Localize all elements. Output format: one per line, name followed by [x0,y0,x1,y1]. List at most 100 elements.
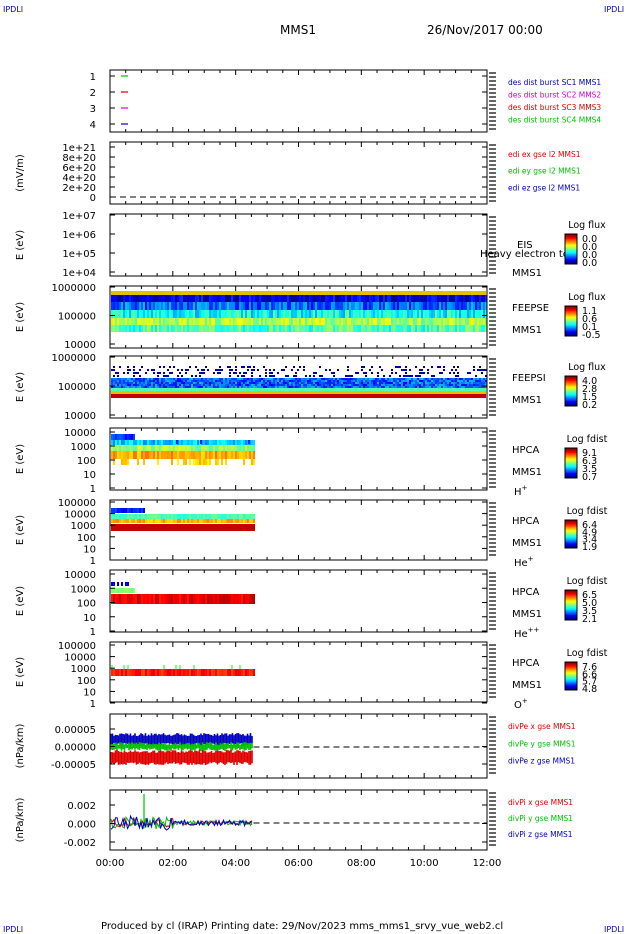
spectrogram-cell [243,366,245,368]
spectrogram-cell [211,524,213,531]
spectrogram-cell [279,378,281,380]
spectrogram-cell [176,440,178,444]
spectrogram-cell [405,386,407,388]
spectrogram-cell [125,514,127,519]
corner-label-tr: IPDLI [604,5,624,14]
spectrogram-cell [341,382,343,384]
spectrogram-cell [215,451,217,459]
spectrogram-cell [365,295,367,302]
spectrogram-cell [229,524,231,531]
spectrogram-cell [397,302,399,310]
spectrogram-cell [219,594,221,604]
spectrogram-cell [143,519,145,523]
spectrogram-cell [133,380,135,382]
spectrogram-cell [245,378,247,380]
spectrogram-cell [129,451,131,459]
spectrogram-cell [321,302,323,310]
spectrogram-cell [485,325,487,332]
spectrogram-cell [207,669,209,676]
colorbar-cell [565,475,577,478]
spectrogram-cell [449,386,451,388]
spectrogram-cell [311,325,313,332]
spectrogram-cell [353,310,355,318]
spectrogram-cell [143,378,145,380]
spectrogram-cell [199,451,201,459]
spectrogram-cell [225,459,227,465]
spectrogram-cell [235,519,237,523]
spectrogram-cell [299,382,301,384]
spectrogram-cell [245,514,247,519]
spectrogram-cell [231,665,233,669]
spectrogram-cell [289,325,291,332]
spectrogram-cell [285,302,287,310]
spectrogram-cell [135,295,137,302]
spectrogram-cell [175,384,177,386]
spectrogram-cell [309,302,311,310]
spectrogram-cell [195,325,197,332]
spectrogram-cell [127,451,129,459]
spectrogram-cell [193,665,195,669]
spectrogram-cell [255,295,257,302]
spectrogram-cell [171,318,173,325]
spectrogram-cell [439,386,441,388]
spectrogram-cell [369,369,371,371]
spectrogram-cell [379,378,381,380]
spectrogram-cell [269,310,271,318]
spectrogram-cell [233,382,235,384]
spectrogram-cell [147,384,149,386]
spectrogram-cell [153,384,155,386]
spectrogram-cell [161,382,163,384]
x-tick-label: 08:00 [347,858,376,869]
spectrogram-cell [161,594,163,604]
spectrogram-cell [143,514,145,519]
spectrogram-cell [151,445,153,451]
spectrogram-cell [119,325,121,332]
spectrogram-cell [189,440,191,445]
spectrogram-cell [119,451,121,459]
x-tick-label: 06:00 [284,858,313,869]
spectrogram-cell [333,380,335,382]
spectrogram-cell [171,669,173,676]
colorbar-cell [565,673,577,676]
spectrogram-cell [309,375,311,377]
spectrogram-cell [367,382,369,384]
spectrogram-cell [301,318,303,325]
spectrogram-cell [347,325,349,332]
y-tick-label: 10 [83,613,96,624]
spectrogram-cell [351,295,353,302]
colorbar-cell [565,612,577,615]
spectrogram-cell [465,295,467,302]
spectrogram-cell [335,386,337,388]
spectrogram-cell [157,378,159,380]
spectrogram-cell [125,524,127,531]
spectrogram-cell [119,524,121,531]
spectrogram-cell [391,295,393,302]
colorbar-cell [565,602,577,605]
spectrogram-cell [195,451,197,459]
spectrogram-cell [453,372,455,374]
spectrogram-cell [183,451,185,459]
spectrogram-cell [117,318,119,325]
spectrogram-cell [129,302,131,310]
spectrogram-cell [465,380,467,382]
spectrogram-cell [159,524,161,531]
spectrogram-cell [271,318,273,325]
spectrogram-cell [197,669,199,676]
series-trace [110,814,253,831]
spectrogram-cell [215,302,217,310]
spectrogram-cell [331,318,333,325]
spectrogram-cell [137,302,139,310]
spectrogram-cell [191,310,193,318]
y-tick-label: 1e+04 [62,268,96,279]
spectrogram-cell [209,524,211,531]
spectrogram-cell [213,384,215,386]
spectrogram-cell [315,386,317,388]
spectrogram-cell [227,318,229,325]
spectrogram-cell [193,310,195,318]
spectrogram-cell [169,519,171,523]
spectrogram-cell [209,382,211,384]
spectrogram-cell [285,378,287,380]
spectrogram-cell [211,445,213,451]
spectrogram-cell [323,382,325,384]
spectrogram-cell [319,378,321,380]
